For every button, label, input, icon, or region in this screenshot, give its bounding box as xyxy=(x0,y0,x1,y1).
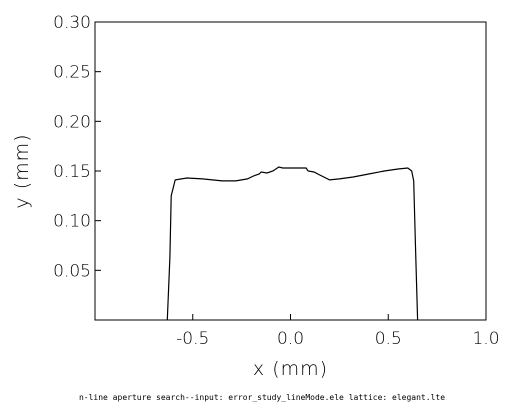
y-tick-label: 0.30 xyxy=(53,13,91,33)
data-series xyxy=(166,166,419,321)
y-axis-label: y (mm) xyxy=(11,133,33,208)
plot-frame xyxy=(94,21,487,321)
y-tick-label: 0.10 xyxy=(53,212,91,232)
x-tick-label: 0.5 xyxy=(375,329,402,349)
y-axis-ticks xyxy=(95,21,101,271)
y-tick-label: 0.20 xyxy=(53,112,91,132)
y-tick-label: 0.25 xyxy=(53,63,91,83)
x-tick-label: 1.0 xyxy=(472,329,499,349)
y-tick-label: 0.15 xyxy=(53,162,91,182)
aperture-line xyxy=(166,166,419,321)
x-axis-ticks xyxy=(192,314,487,320)
x-tick-label: -0.5 xyxy=(176,329,209,349)
y-axis-tick-labels: 0.05 0.10 0.15 0.20 0.25 0.30 xyxy=(53,13,91,281)
plot-caption: n-line aperture search--input: error_stu… xyxy=(79,393,445,402)
x-tick-label: 0.0 xyxy=(277,329,304,349)
x-axis-label: x (mm) xyxy=(253,358,328,380)
y-tick-label: 0.05 xyxy=(53,261,91,281)
x-axis-tick-labels: -0.5 0.0 0.5 1.0 xyxy=(176,329,499,349)
